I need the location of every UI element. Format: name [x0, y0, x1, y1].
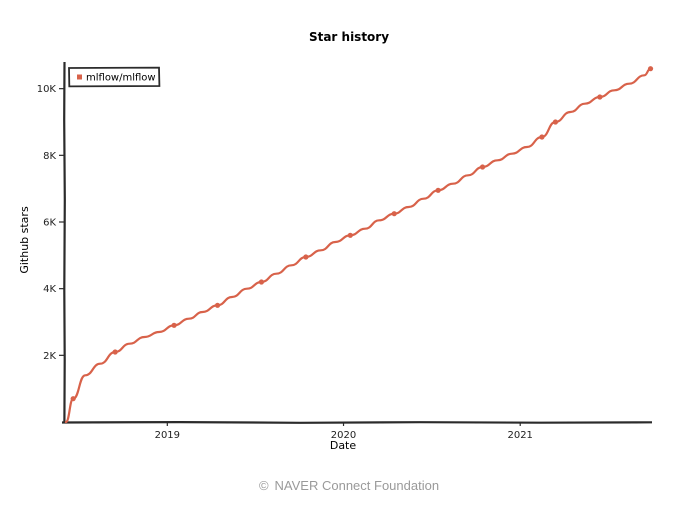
y-tick-label: 10K — [37, 84, 57, 95]
data-point — [70, 396, 76, 402]
data-point — [347, 232, 353, 238]
x-axis-label: Date — [330, 439, 357, 452]
chart-title: Star history — [309, 30, 389, 44]
x-tick-label: 2020 — [331, 430, 356, 441]
data-point — [647, 66, 654, 72]
legend-label-mlflow: mlflow/mlflow — [86, 73, 156, 84]
x-tick-label: 2019 — [155, 430, 180, 441]
y-axis-line — [63, 61, 66, 423]
copyright-icon: © — [258, 478, 269, 493]
footer-text: NAVER Connect Foundation — [274, 478, 440, 493]
data-point — [539, 134, 545, 140]
chart-axes — [61, 61, 653, 424]
footer: © NAVER Connect Foundation — [0, 478, 698, 493]
y-tick-label: 2K — [43, 351, 56, 362]
x-ticks: 2019 2020 2021 — [155, 422, 533, 441]
y-axis-label: Github stars — [18, 206, 31, 274]
data-point — [597, 94, 603, 100]
legend: mlflow/mlflow — [68, 66, 161, 88]
data-point — [112, 349, 118, 355]
data-point — [258, 279, 265, 285]
x-tick-label: 2021 — [507, 430, 532, 441]
data-point — [171, 322, 177, 328]
data-point — [552, 119, 559, 125]
y-tick-label: 6K — [43, 218, 56, 229]
legend-box — [68, 66, 161, 88]
legend-swatch-mlflow — [77, 74, 82, 80]
data-point — [303, 254, 309, 260]
y-ticks: 2K 4K 6K 8K 10K — [37, 84, 64, 362]
y-tick-label: 4K — [43, 284, 56, 295]
y-tick-label: 8K — [43, 151, 56, 162]
data-point — [214, 302, 221, 308]
data-point — [391, 211, 397, 217]
series-line-mlflow — [64, 67, 652, 424]
data-point — [479, 164, 486, 170]
series-layer — [64, 66, 654, 424]
data-point — [435, 187, 441, 193]
x-axis-line — [61, 420, 653, 424]
